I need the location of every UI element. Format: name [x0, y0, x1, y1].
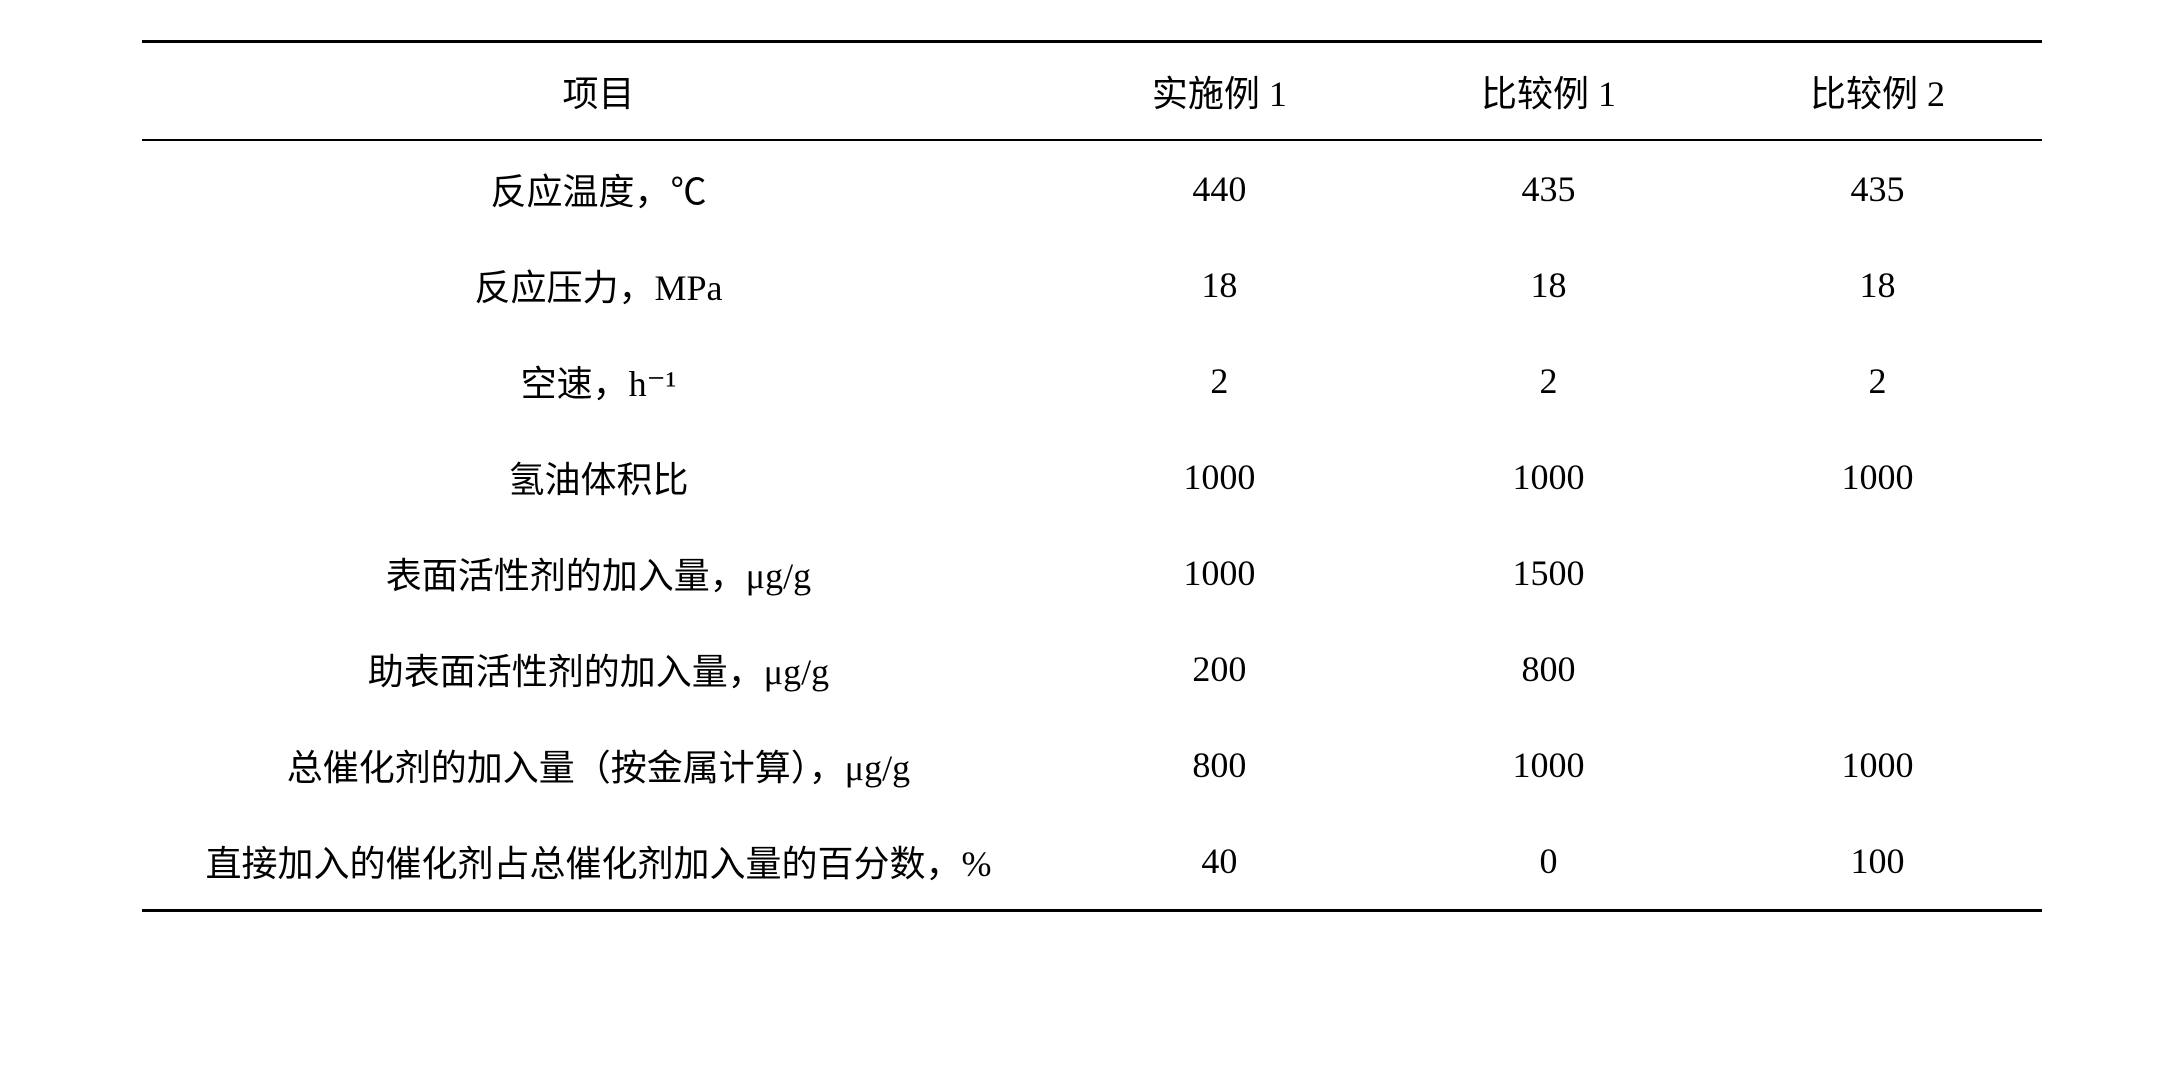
row-value: 435 [1713, 140, 2042, 237]
row-value: 1500 [1384, 525, 1713, 621]
row-value: 100 [1713, 813, 2042, 911]
row-value: 18 [1384, 237, 1713, 333]
row-value: 800 [1055, 717, 1384, 813]
table-row: 表面活性剂的加入量，μg/g 1000 1500 [142, 525, 2042, 621]
data-table-container: 项目 实施例 1 比较例 1 比较例 2 反应温度，℃ 440 435 435 … [142, 40, 2042, 912]
row-value [1713, 621, 2042, 717]
table-row: 总催化剂的加入量（按金属计算），μg/g 800 1000 1000 [142, 717, 2042, 813]
row-label: 表面活性剂的加入量，μg/g [142, 525, 1055, 621]
row-label: 直接加入的催化剂占总催化剂加入量的百分数，% [142, 813, 1055, 911]
row-value: 40 [1055, 813, 1384, 911]
row-label: 反应温度，℃ [142, 140, 1055, 237]
table-row: 助表面活性剂的加入量，μg/g 200 800 [142, 621, 2042, 717]
column-header-compare1: 比较例 1 [1384, 42, 1713, 141]
row-value: 1000 [1055, 525, 1384, 621]
row-value: 2 [1384, 333, 1713, 429]
row-label: 氢油体积比 [142, 429, 1055, 525]
column-header-compare2: 比较例 2 [1713, 42, 2042, 141]
column-header-project: 项目 [142, 42, 1055, 141]
table-row: 空速，h⁻¹ 2 2 2 [142, 333, 2042, 429]
row-value: 2 [1713, 333, 2042, 429]
table-row: 直接加入的催化剂占总催化剂加入量的百分数，% 40 0 100 [142, 813, 2042, 911]
table-row: 反应压力，MPa 18 18 18 [142, 237, 2042, 333]
row-value: 435 [1384, 140, 1713, 237]
row-value: 0 [1384, 813, 1713, 911]
row-value: 18 [1055, 237, 1384, 333]
row-value: 1000 [1713, 717, 2042, 813]
table-header-row: 项目 实施例 1 比较例 1 比较例 2 [142, 42, 2042, 141]
row-value: 440 [1055, 140, 1384, 237]
row-label: 助表面活性剂的加入量，μg/g [142, 621, 1055, 717]
table-row: 氢油体积比 1000 1000 1000 [142, 429, 2042, 525]
data-table: 项目 实施例 1 比较例 1 比较例 2 反应温度，℃ 440 435 435 … [142, 40, 2042, 912]
row-value: 2 [1055, 333, 1384, 429]
table-body: 反应温度，℃ 440 435 435 反应压力，MPa 18 18 18 空速，… [142, 140, 2042, 911]
column-header-example1: 实施例 1 [1055, 42, 1384, 141]
row-value: 800 [1384, 621, 1713, 717]
row-value: 1000 [1713, 429, 2042, 525]
row-value: 1000 [1384, 429, 1713, 525]
row-label: 总催化剂的加入量（按金属计算），μg/g [142, 717, 1055, 813]
row-value: 1000 [1384, 717, 1713, 813]
table-row: 反应温度，℃ 440 435 435 [142, 140, 2042, 237]
row-value [1713, 525, 2042, 621]
row-label: 反应压力，MPa [142, 237, 1055, 333]
row-value: 200 [1055, 621, 1384, 717]
row-value: 18 [1713, 237, 2042, 333]
row-label: 空速，h⁻¹ [142, 333, 1055, 429]
row-value: 1000 [1055, 429, 1384, 525]
